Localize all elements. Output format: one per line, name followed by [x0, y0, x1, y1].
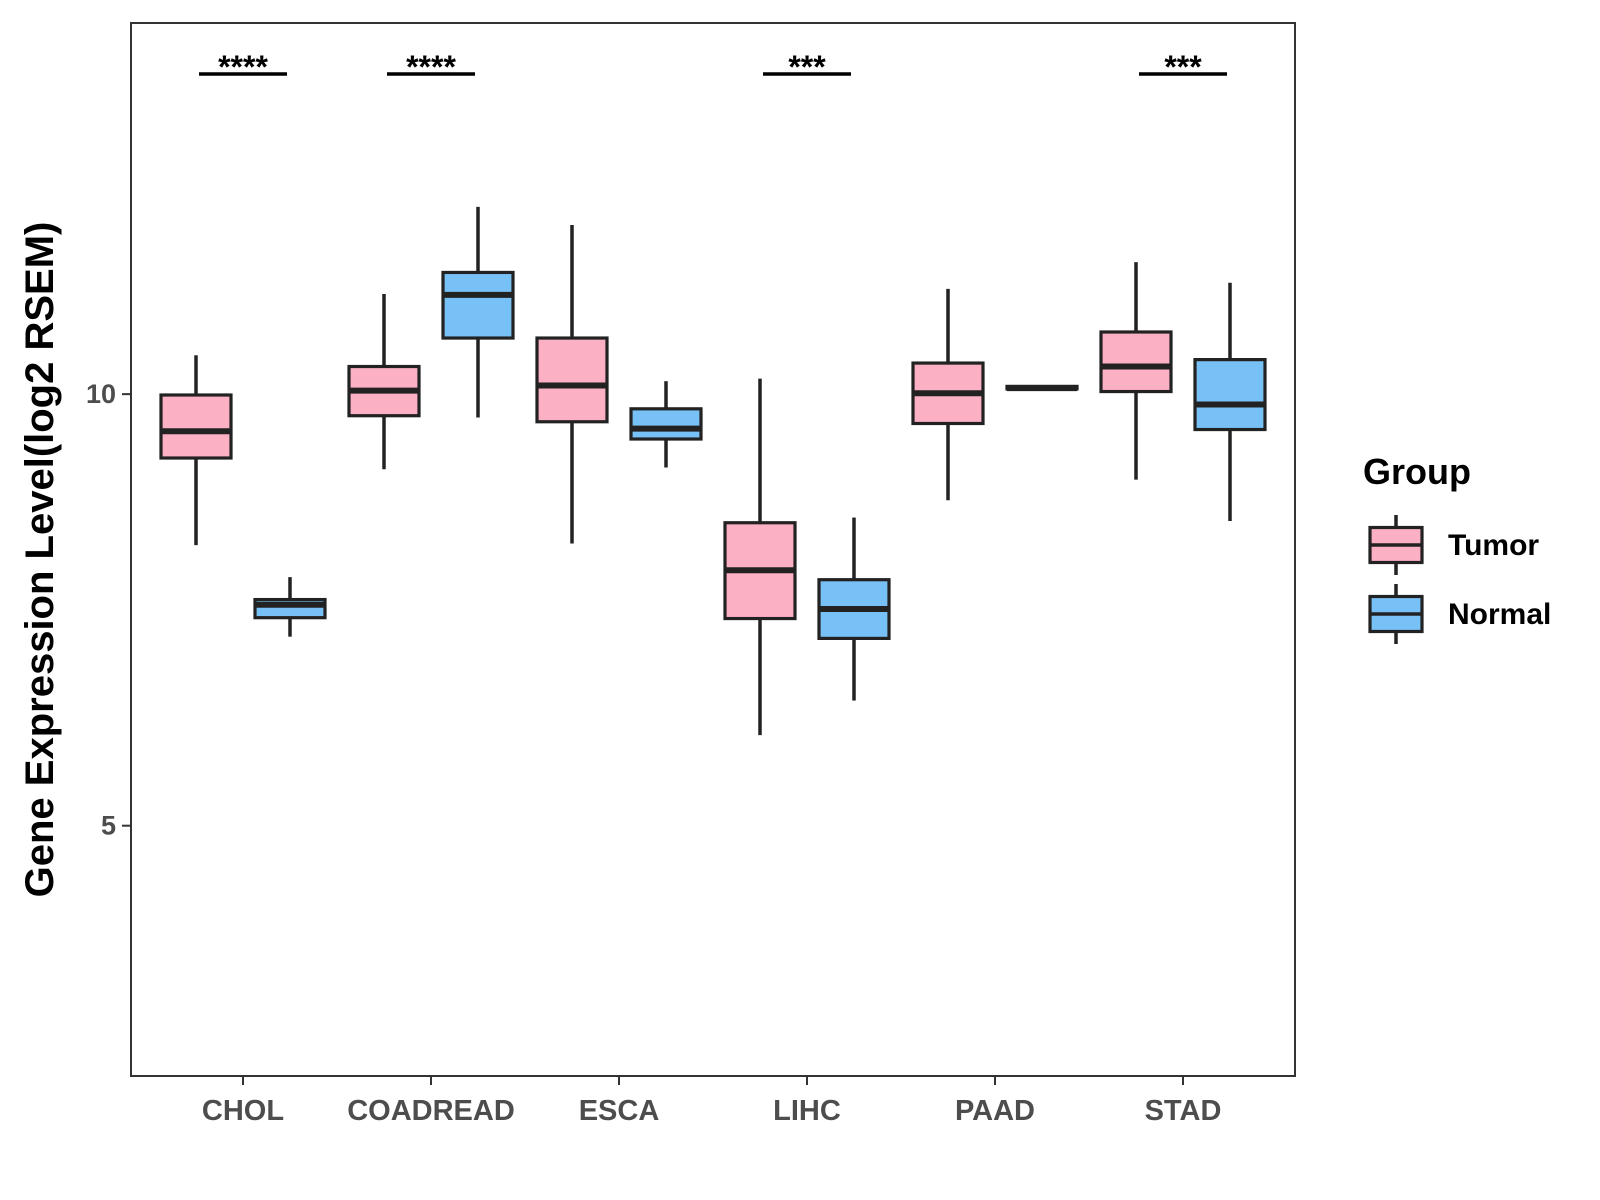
x-tick-label: ESCA [579, 1095, 660, 1127]
significance-label: *** [788, 49, 826, 85]
legend: Group Tumor Normal [1363, 451, 1551, 644]
box-tumor-paad [911, 288, 985, 501]
box-tumor-esca [535, 224, 609, 544]
y-tick-label: 10 [86, 379, 116, 409]
x-tick-label: CHOL [202, 1095, 284, 1127]
significance-label: **** [218, 49, 268, 85]
box-normal-lihc [817, 517, 891, 701]
significance-annotations: **** **** *** *** [199, 49, 1227, 85]
legend-label-normal: Normal [1448, 598, 1551, 631]
significance-label: **** [406, 49, 456, 85]
box-tumor-chol [159, 355, 233, 546]
plot-area [159, 206, 1267, 736]
box-tumor-lihc [723, 378, 797, 736]
axes: 5 10 CHOL COADREAD ESCA LIHC PAAD STAD [86, 379, 1221, 1127]
legend-label-tumor: Tumor [1448, 529, 1539, 562]
box-iqr [159, 393, 233, 460]
y-tick-label: 5 [101, 811, 116, 841]
y-axis-title: Gene Expression Level(log2 RSEM) [18, 222, 62, 898]
box-iqr [1099, 330, 1173, 394]
x-tick-label: PAAD [955, 1095, 1035, 1127]
box-normal-stad [1193, 282, 1267, 522]
x-tick-label: LIHC [773, 1095, 841, 1127]
legend-key-tumor [1368, 515, 1424, 575]
x-tick-label: COADREAD [347, 1095, 515, 1127]
box-tumor-stad [1099, 262, 1173, 480]
x-tick-label: STAD [1145, 1095, 1222, 1127]
legend-title: Group [1363, 451, 1471, 492]
box-normal-paad [1005, 384, 1079, 392]
legend-key-normal [1368, 584, 1424, 644]
box-iqr [441, 270, 515, 340]
box-tumor-coadread [347, 294, 421, 470]
box-normal-coadread [441, 206, 515, 418]
box-normal-chol [253, 577, 327, 637]
panel-border [130, 22, 1296, 1077]
box-iqr [1193, 358, 1267, 432]
box-normal-esca [629, 381, 703, 468]
box-iqr [629, 407, 703, 441]
box-iqr [535, 336, 609, 424]
significance-label: *** [1164, 49, 1202, 85]
